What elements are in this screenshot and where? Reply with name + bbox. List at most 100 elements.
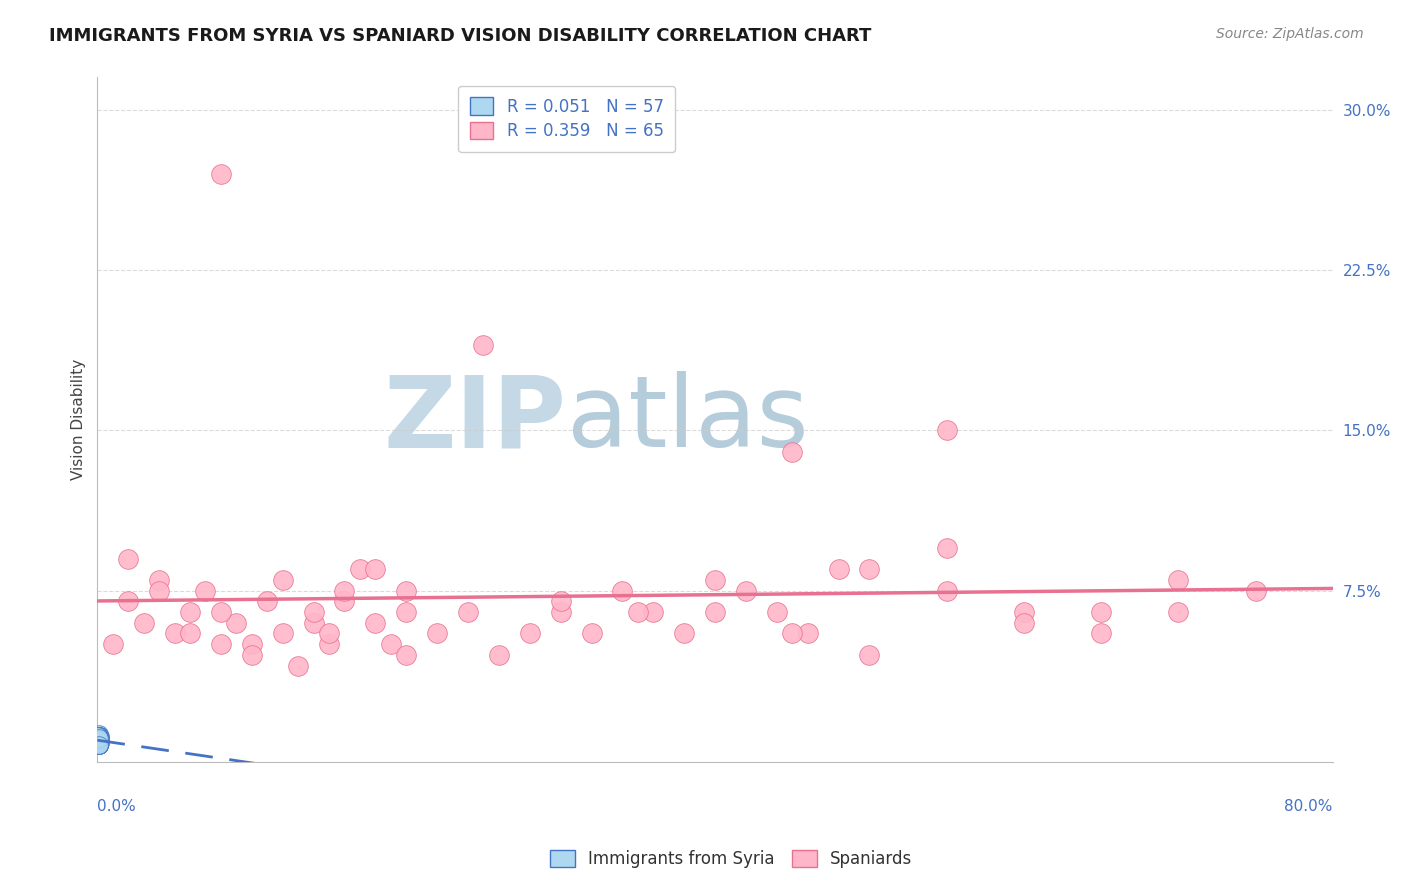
Point [1090, 626, 1112, 640]
Point [302, 605, 325, 619]
Point [240, 648, 263, 662]
Point [858, 562, 880, 576]
Point [488, 648, 510, 662]
Point [364, 562, 387, 576]
Point [87, 735, 110, 749]
Point [87, 735, 110, 749]
Point [87, 729, 110, 743]
Point [704, 605, 727, 619]
Point [87, 735, 110, 749]
Point [827, 562, 849, 576]
Point [87, 733, 110, 747]
Point [472, 338, 495, 352]
Point [117, 551, 139, 566]
Point [87, 729, 110, 743]
Point [87, 738, 110, 752]
Point [87, 731, 110, 746]
Point [395, 648, 418, 662]
Point [519, 626, 541, 640]
Point [87, 738, 110, 752]
Point [271, 626, 294, 640]
Point [287, 658, 309, 673]
Point [735, 583, 758, 598]
Point [87, 729, 110, 743]
Point [87, 735, 110, 749]
Point [89, 733, 111, 747]
Legend: R = 0.051   N = 57, R = 0.359   N = 65: R = 0.051 N = 57, R = 0.359 N = 65 [458, 86, 675, 153]
Point [87, 733, 110, 747]
Point [643, 605, 665, 619]
Point [780, 626, 803, 640]
Point [426, 626, 449, 640]
Point [87, 733, 110, 747]
Point [612, 583, 634, 598]
Point [935, 583, 957, 598]
Point [333, 594, 356, 608]
Point [627, 605, 650, 619]
Point [271, 573, 294, 587]
Point [858, 648, 880, 662]
Point [87, 735, 110, 749]
Point [256, 594, 278, 608]
Point [209, 637, 232, 651]
Point [132, 615, 155, 630]
Point [179, 605, 201, 619]
Point [89, 735, 111, 749]
Text: atlas: atlas [567, 371, 808, 468]
Point [1244, 583, 1267, 598]
Point [89, 729, 111, 743]
Point [89, 731, 111, 746]
Point [163, 626, 186, 640]
Point [318, 637, 340, 651]
Point [87, 731, 110, 746]
Point [179, 626, 201, 640]
Point [380, 637, 402, 651]
Point [87, 738, 110, 752]
Point [1167, 573, 1189, 587]
Point [87, 729, 110, 743]
Point [87, 731, 110, 746]
Point [87, 731, 110, 746]
Point [395, 605, 418, 619]
Point [87, 735, 110, 749]
Point [240, 637, 263, 651]
Point [87, 735, 110, 749]
Text: 0.0%: 0.0% [97, 799, 136, 814]
Point [89, 738, 111, 752]
Point [302, 615, 325, 630]
Point [89, 731, 111, 746]
Point [796, 626, 818, 640]
Point [87, 731, 110, 746]
Point [935, 541, 957, 555]
Point [87, 733, 110, 747]
Point [349, 562, 371, 576]
Point [87, 738, 110, 752]
Point [87, 733, 110, 747]
Point [87, 731, 110, 746]
Point [364, 615, 387, 630]
Point [318, 626, 340, 640]
Point [87, 735, 110, 749]
Point [87, 731, 110, 746]
Point [87, 735, 110, 749]
Point [87, 729, 110, 743]
Point [1090, 605, 1112, 619]
Point [87, 738, 110, 752]
Point [935, 423, 957, 437]
Point [1012, 615, 1035, 630]
Point [581, 626, 603, 640]
Point [87, 727, 110, 741]
Point [1012, 605, 1035, 619]
Point [1167, 605, 1189, 619]
Point [766, 605, 789, 619]
Point [87, 733, 110, 747]
Point [87, 738, 110, 752]
Point [148, 573, 170, 587]
Point [89, 731, 111, 746]
Point [87, 729, 110, 743]
Y-axis label: Vision Disability: Vision Disability [72, 359, 86, 480]
Point [395, 583, 418, 598]
Point [87, 731, 110, 746]
Point [87, 731, 110, 746]
Text: 80.0%: 80.0% [1285, 799, 1333, 814]
